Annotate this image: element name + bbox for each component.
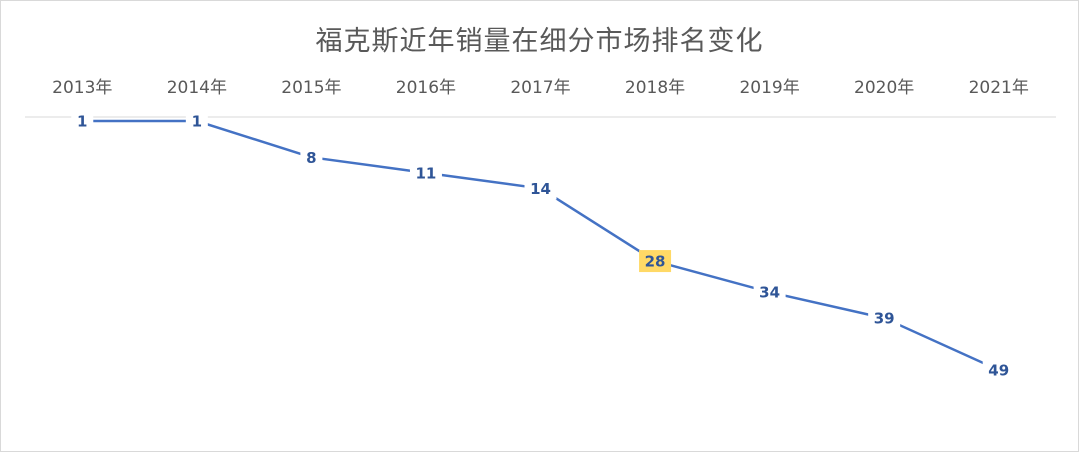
chart-title: 福克斯近年销量在细分市场排名变化 — [315, 26, 764, 57]
data-label: 1 — [77, 113, 87, 131]
series-line-segment — [424, 171, 542, 190]
x-tick-label: 2015年 — [281, 78, 341, 98]
highlight-label-box — [639, 250, 672, 273]
data-label-box — [753, 281, 786, 304]
data-label: 8 — [306, 149, 316, 167]
series-line-segment — [882, 316, 1000, 372]
data-label: 49 — [988, 362, 1009, 380]
x-tick-label: 2016年 — [396, 78, 456, 98]
x-tick-label: 2013年 — [52, 78, 112, 98]
series-line-segment — [539, 187, 657, 263]
data-label-box — [868, 307, 901, 330]
data-label-box — [71, 110, 94, 132]
data-label: 34 — [759, 284, 780, 302]
x-tick-label: 2020年 — [854, 78, 914, 98]
data-label: 1 — [192, 113, 202, 131]
x-tick-label: 2021年 — [969, 78, 1029, 98]
data-label: 14 — [530, 180, 551, 198]
data-label-box — [524, 177, 557, 200]
x-tick-label: 2014年 — [167, 78, 227, 98]
data-label-box — [409, 161, 442, 184]
x-tick-label: 2018年 — [625, 78, 685, 98]
series-line-segment — [768, 290, 886, 320]
x-tick-label: 2017年 — [510, 78, 570, 98]
data-label: 28 — [645, 253, 666, 271]
series-line-segment — [310, 156, 428, 175]
data-label-box — [300, 146, 323, 169]
data-label-box — [982, 359, 1015, 381]
series-line-segment — [195, 119, 313, 159]
data-label-box — [185, 110, 208, 132]
series-line-segment — [653, 259, 771, 294]
x-tick-label: 2019年 — [739, 78, 799, 98]
data-label: 39 — [874, 310, 895, 328]
data-label: 11 — [416, 164, 437, 182]
